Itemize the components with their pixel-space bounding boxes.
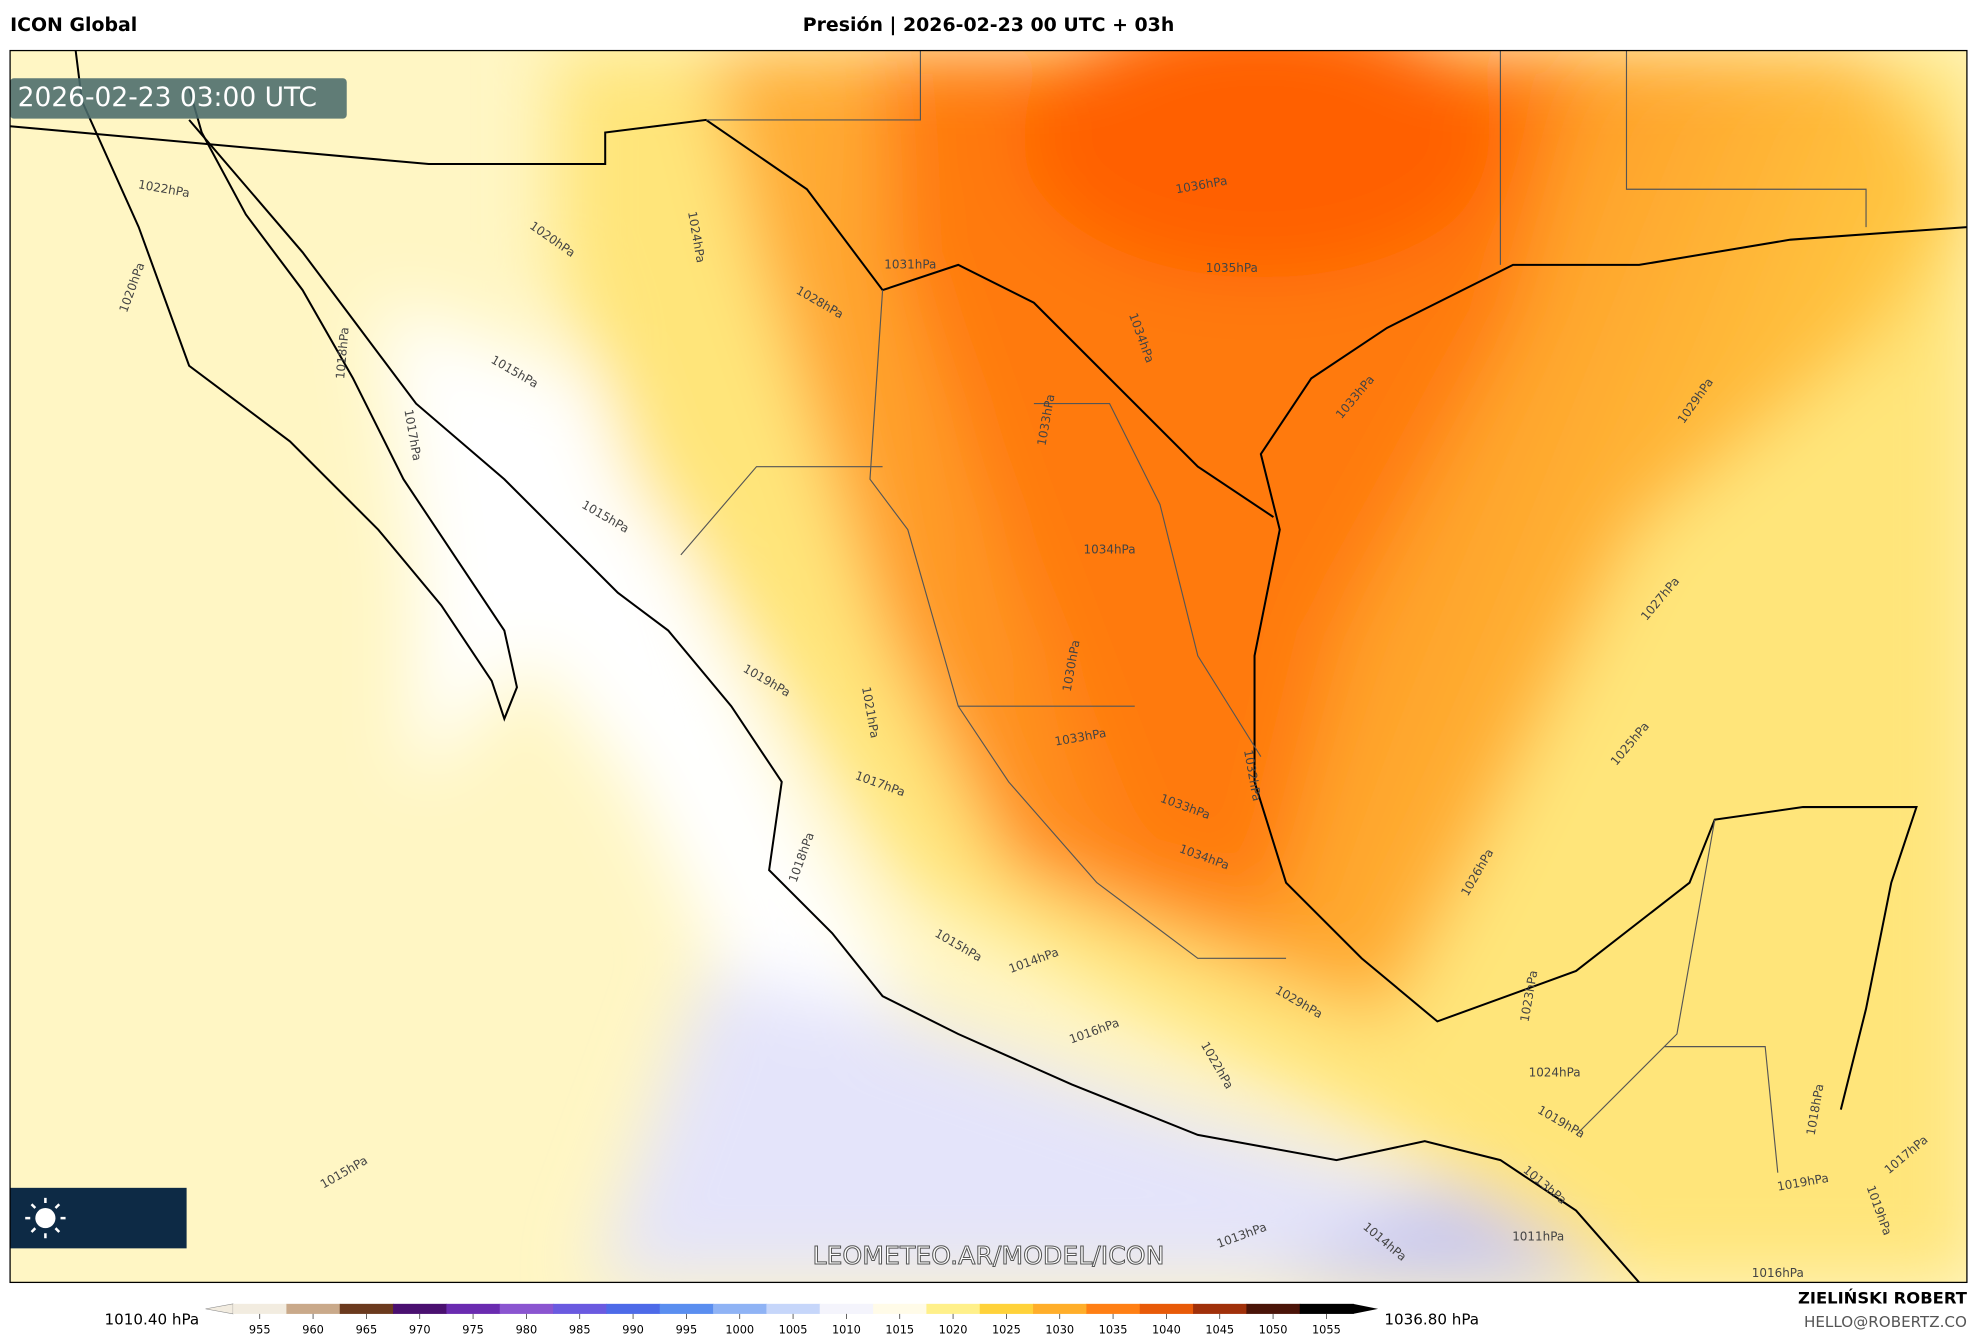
colorbar-tick-label: 1030 [1045, 1322, 1074, 1336]
colorbar-segment [393, 1303, 448, 1314]
colorbar-segment [553, 1303, 608, 1314]
contour-label: 1035hPa [1206, 261, 1258, 275]
colorbar-min: 1010.40 hPa [105, 1311, 200, 1329]
title: Presión | 2026-02-23 00 UTC + 03h [803, 14, 1175, 36]
contour-label: 1034hPa [1084, 542, 1136, 556]
colorbar-left-tip [205, 1303, 234, 1315]
colorbar-right-tip [1353, 1303, 1379, 1314]
coastline [1253, 226, 1967, 1110]
colorbar-tick-label: 1020 [939, 1322, 968, 1336]
contour-label: 1024hPa [1529, 1066, 1581, 1080]
colorbar-segment [1033, 1303, 1088, 1314]
colorbar-segment [766, 1303, 821, 1314]
colorbar-segment [1299, 1303, 1354, 1314]
colorbar: 955 960 965 970 975 980 985 990 995 1000 1005 1010 1… [205, 1303, 1379, 1336]
colorbar-segment [819, 1303, 874, 1314]
colorbar-tick-label: 980 [516, 1322, 538, 1336]
contour-label: 1016hPa [1752, 1266, 1804, 1280]
colorbar-max: 1036.80 hPa [1384, 1311, 1479, 1329]
watermark: LEOMETEO.AR/MODEL/ICON [812, 1241, 1164, 1270]
colorbar-tick-label: 955 [249, 1322, 271, 1336]
colorbar-segment [1193, 1303, 1248, 1314]
logo [10, 1187, 187, 1249]
colorbar-segment [1246, 1303, 1301, 1314]
colorbar-segment [1086, 1303, 1141, 1314]
colorbar-tick-label: 1025 [992, 1322, 1021, 1336]
contour-label: 1018hPa [333, 327, 351, 380]
colorbar-tick-label: 1010 [832, 1322, 861, 1336]
timestamp: 2026-02-23 03:00 UTC [18, 82, 317, 113]
colorbar-segment [873, 1303, 928, 1314]
colorbar-tick-label: 1035 [1099, 1322, 1128, 1336]
colorbar-tick-label: 975 [462, 1322, 484, 1336]
colorbar-tick-label: 985 [569, 1322, 591, 1336]
colorbar-segment [979, 1303, 1034, 1314]
colorbar-tick-label: 1040 [1152, 1322, 1181, 1336]
colorbar-segment [499, 1303, 554, 1314]
colorbar-tick-label: 1005 [779, 1322, 808, 1336]
colorbar-segment [233, 1303, 288, 1314]
model-name: ICON Global [10, 14, 137, 36]
colorbar-tick-label: 1055 [1312, 1322, 1341, 1336]
contour-label: 1011hPa [1512, 1230, 1564, 1244]
colorbar-tick-label: 990 [622, 1322, 644, 1336]
country-border [10, 118, 1275, 518]
colorbar-segment [606, 1303, 661, 1314]
colorbar-tick-label: 1000 [725, 1322, 754, 1336]
email: HELLO@ROBERTZ.CO [1804, 1313, 1967, 1331]
colorbar-segment [446, 1303, 501, 1314]
colorbar-segment [339, 1303, 394, 1314]
colorbar-tick-label: 1050 [1259, 1322, 1288, 1336]
colorbar-segment [926, 1303, 981, 1314]
state-border [680, 50, 1867, 1173]
timestamp-box [10, 78, 347, 119]
colorbar-tick-label: 970 [409, 1322, 431, 1336]
colorbar-segment [713, 1303, 768, 1314]
coastline [74, 50, 518, 722]
colorbar-tick-label: 995 [676, 1322, 698, 1336]
coastline [188, 119, 1640, 1283]
author: ZIELIŃSKI ROBERT [1798, 1288, 1968, 1307]
colorbar-tick-label: 1015 [885, 1322, 914, 1336]
colorbar-tick-label: 960 [302, 1322, 324, 1336]
contour-label: 1031hPa [884, 257, 936, 271]
colorbar-tick-label: 1045 [1205, 1322, 1234, 1336]
map: 1022hPa1020hPa1018hPa1017hPa1015hPa1020h… [10, 50, 1967, 1283]
colorbar-segment [286, 1303, 341, 1314]
colorbar-segment [1139, 1303, 1194, 1314]
colorbar-segment [659, 1303, 714, 1314]
colorbar-tick-label: 965 [356, 1322, 378, 1336]
